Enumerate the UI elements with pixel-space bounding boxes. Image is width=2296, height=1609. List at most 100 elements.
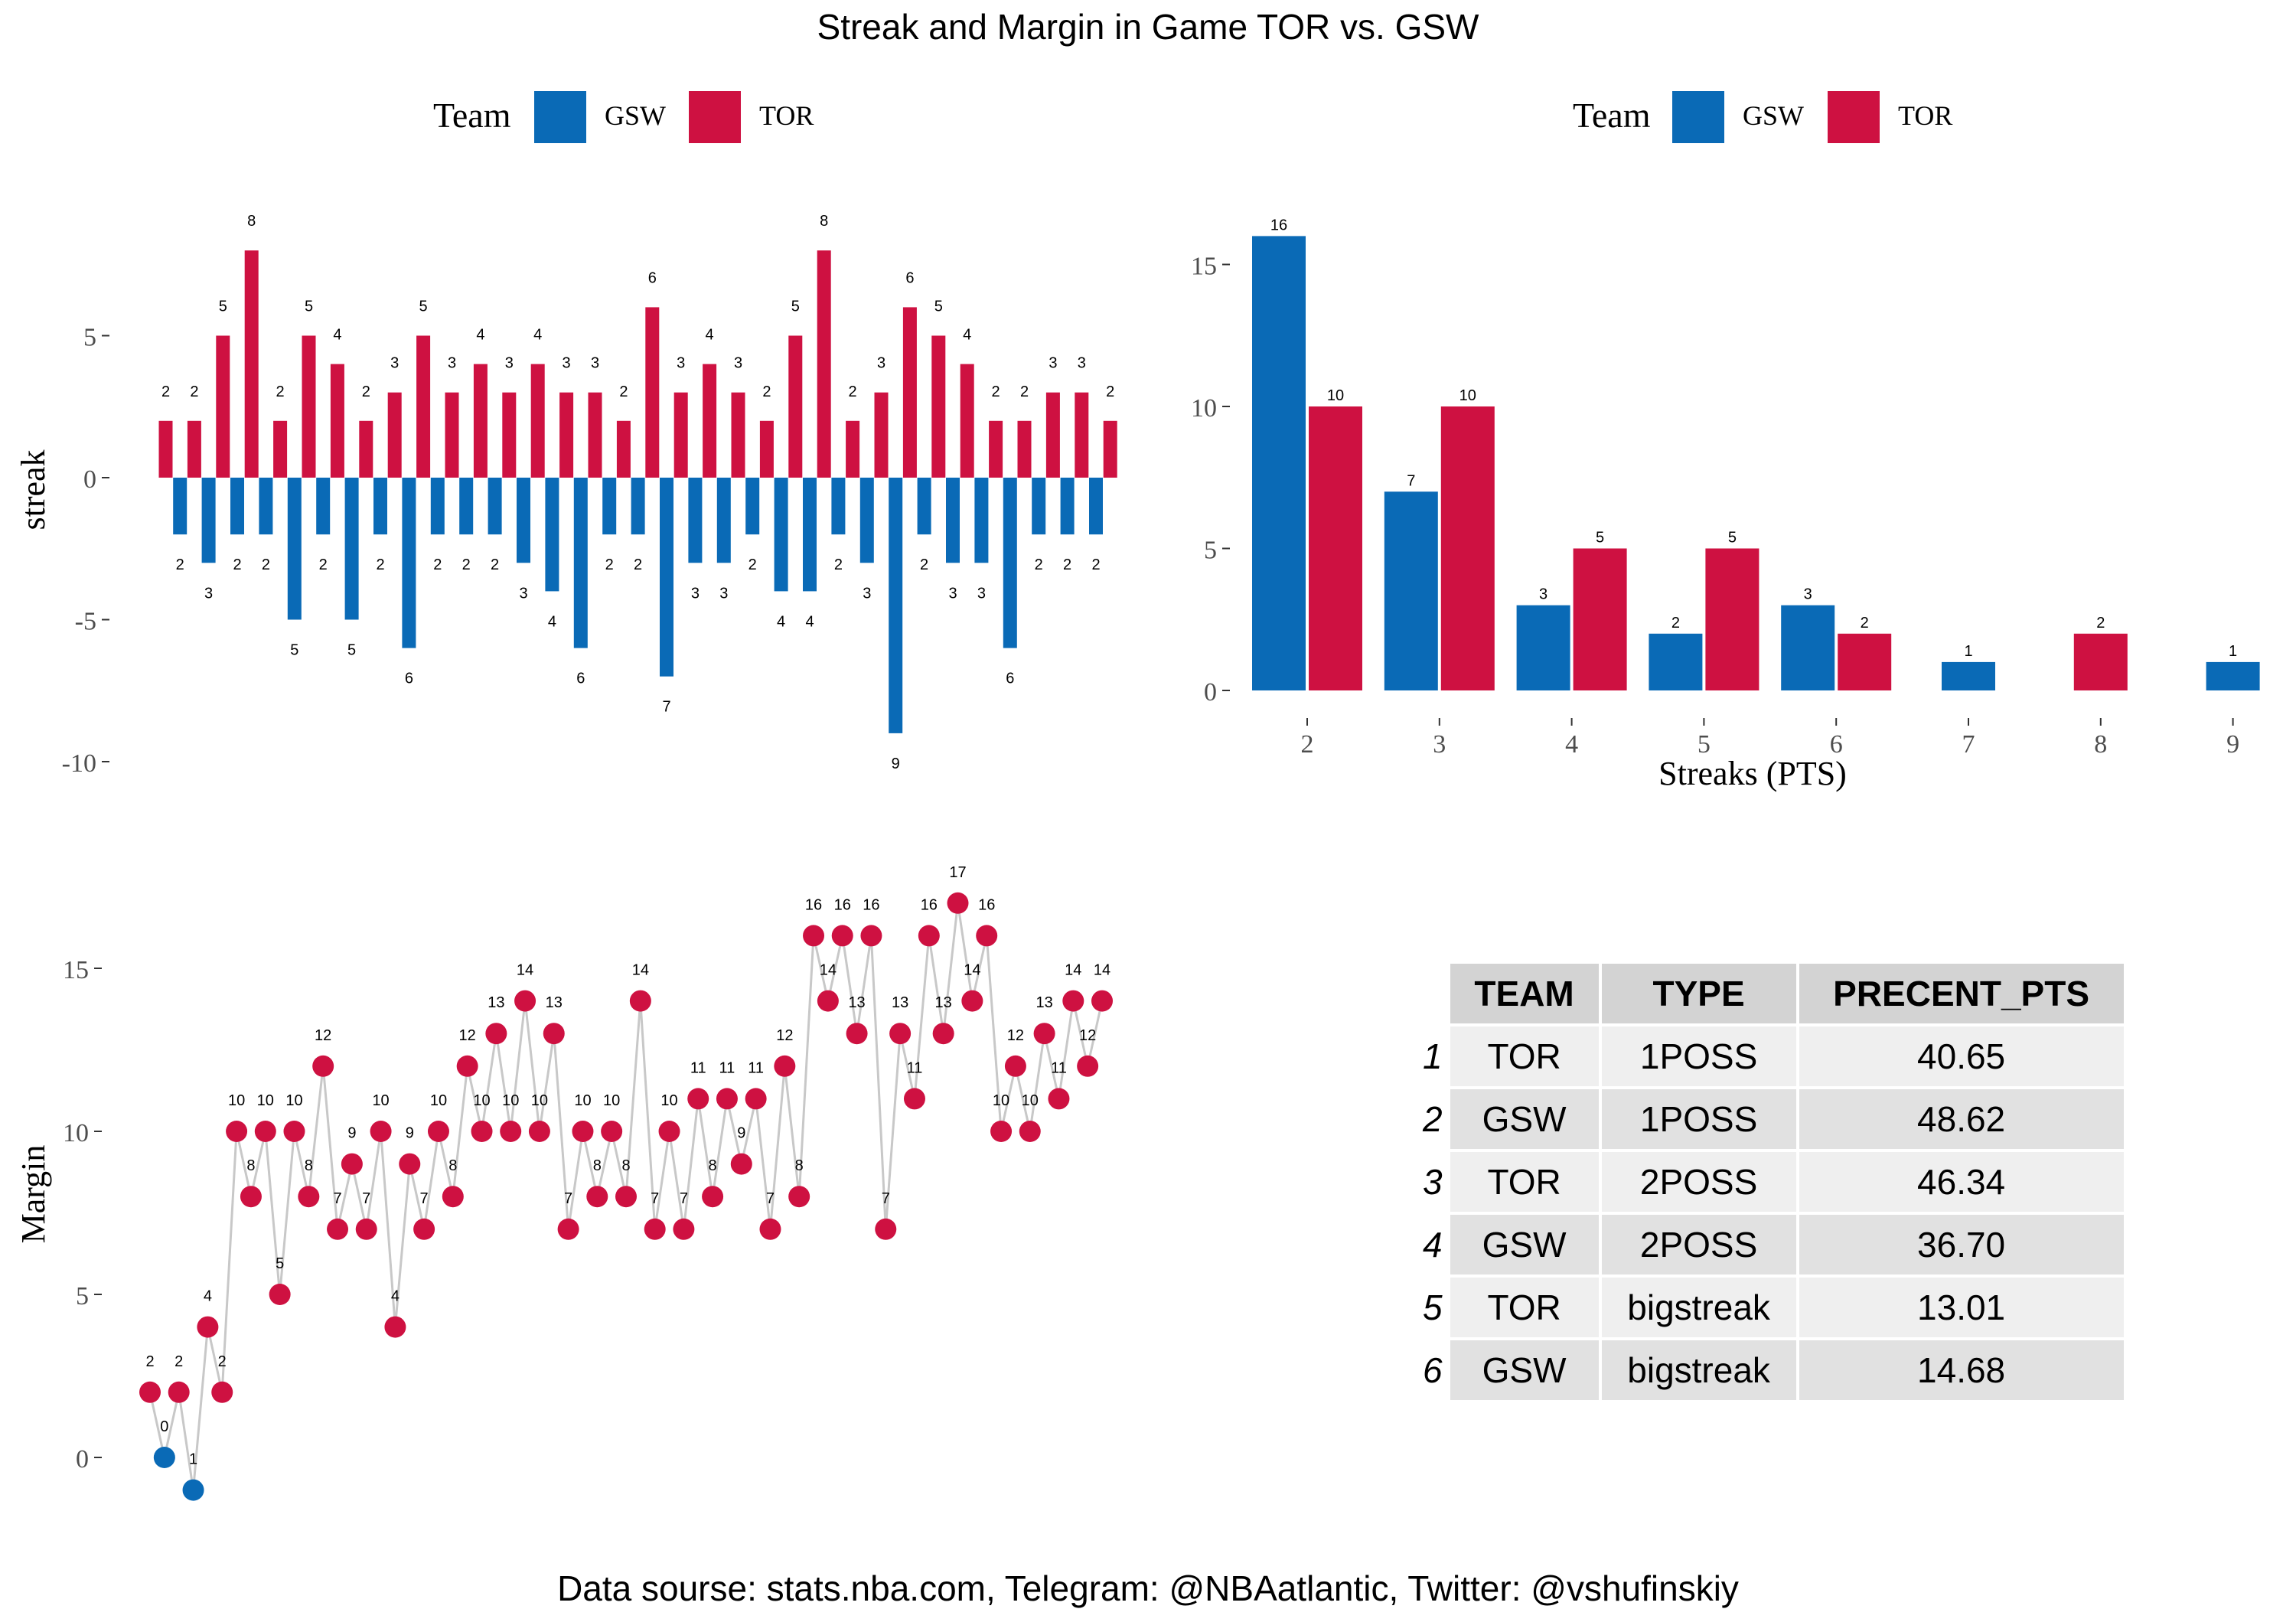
bar-value-label: 5 bbox=[290, 642, 298, 659]
point-value-label: 7 bbox=[564, 1190, 572, 1207]
bar-value-label: 2 bbox=[462, 556, 471, 573]
gsw-streak-bar bbox=[831, 478, 846, 535]
data-source-caption: Data sourse: stats.nba.com, Telegram: @N… bbox=[557, 1568, 1739, 1608]
gsw-streak-bar bbox=[660, 478, 673, 677]
tor-margin-point bbox=[456, 1055, 478, 1077]
gsw-streak-bar bbox=[344, 478, 359, 620]
point-value-label: 14 bbox=[820, 962, 837, 979]
y-tick-label: 15 bbox=[63, 956, 89, 984]
legend-label-gsw: GSW bbox=[1743, 100, 1804, 131]
point-value-label: 16 bbox=[978, 896, 995, 913]
tor-margin-point bbox=[543, 1023, 565, 1045]
bar-value-label: 2 bbox=[276, 383, 285, 400]
bar-value-label: 3 bbox=[591, 355, 599, 372]
tor-streak-bar bbox=[359, 420, 373, 478]
point-value-label: 10 bbox=[993, 1092, 1009, 1109]
tor-margin-point bbox=[572, 1121, 594, 1142]
gsw-streak-bar bbox=[545, 478, 559, 592]
bar-value-label: 2 bbox=[262, 556, 270, 573]
legend-key-tor bbox=[689, 91, 741, 143]
bar-value-label: 8 bbox=[820, 213, 828, 230]
bar-value-label: 6 bbox=[405, 671, 413, 687]
tor-margin-point bbox=[817, 990, 839, 1012]
bar-value-label: 2 bbox=[2096, 615, 2105, 632]
point-value-label: 14 bbox=[1065, 962, 1081, 979]
gsw-streak-bar bbox=[1060, 478, 1075, 535]
tor-streak-bar bbox=[387, 392, 402, 478]
gsw-streak-bar bbox=[889, 478, 903, 733]
point-value-label: 1 bbox=[189, 1451, 197, 1468]
legend-title: Team bbox=[433, 96, 511, 135]
y-tick-label: 5 bbox=[83, 324, 96, 352]
cell-precent-pts: 46.34 bbox=[1799, 1152, 2124, 1212]
row-number: 6 bbox=[1423, 1350, 1443, 1390]
point-value-label: 8 bbox=[448, 1157, 457, 1174]
bar-value-label: 3 bbox=[505, 355, 514, 372]
tor-margin-point bbox=[485, 1023, 507, 1045]
gsw-streak-count-bar bbox=[2206, 661, 2260, 690]
tor-streak-bar bbox=[559, 392, 574, 478]
gsw-streak-bar bbox=[573, 478, 588, 648]
bar-value-label: 8 bbox=[247, 213, 256, 230]
gsw-streak-bar bbox=[517, 478, 530, 563]
gsw-streak-bar bbox=[602, 478, 617, 535]
tor-streak-bar bbox=[960, 364, 974, 478]
bar-value-label: 6 bbox=[905, 269, 914, 286]
tor-streak-bar bbox=[158, 420, 173, 478]
bar-value-label: 4 bbox=[533, 327, 542, 344]
tor-margin-point bbox=[947, 892, 969, 914]
gsw-streak-bar bbox=[631, 478, 645, 535]
row-number: 3 bbox=[1423, 1162, 1443, 1202]
cell-team: GSW bbox=[1450, 1089, 1599, 1149]
point-value-label: 7 bbox=[420, 1190, 429, 1207]
x-tick-label: 9 bbox=[2226, 730, 2239, 759]
y-tick-label: -10 bbox=[62, 749, 96, 778]
bar-value-label: 2 bbox=[176, 556, 184, 573]
point-value-label: 10 bbox=[473, 1092, 490, 1109]
point-value-label: 12 bbox=[459, 1027, 476, 1044]
point-value-label: 13 bbox=[892, 994, 908, 1011]
point-value-label: 8 bbox=[709, 1157, 717, 1174]
tor-streak-bar bbox=[216, 335, 230, 478]
gsw-streak-bar bbox=[316, 478, 331, 535]
point-value-label: 10 bbox=[228, 1092, 245, 1109]
bar-value-label: 3 bbox=[719, 585, 728, 602]
table-row: 4 GSW 2POSS 36.70 bbox=[1423, 1215, 2124, 1274]
bar-value-label: 3 bbox=[877, 355, 885, 372]
point-value-label: 10 bbox=[574, 1092, 591, 1109]
tor-streak-bar bbox=[187, 420, 201, 478]
legend-label-tor: TOR bbox=[759, 100, 814, 131]
tor-margin-point bbox=[413, 1218, 435, 1240]
tor-streak-bar bbox=[273, 420, 288, 478]
y-tick-label: 0 bbox=[76, 1445, 89, 1474]
tor-margin-point bbox=[370, 1121, 392, 1142]
point-value-label: 10 bbox=[257, 1092, 274, 1109]
tor-streak-bar bbox=[473, 364, 488, 478]
column-header-precent-pts: PRECENT_PTS bbox=[1799, 964, 2124, 1023]
x-tick-label: 7 bbox=[1962, 730, 1975, 759]
gsw-streak-bar bbox=[946, 478, 960, 563]
column-header-type: TYPE bbox=[1601, 964, 1796, 1023]
tor-margin-point bbox=[990, 1121, 1013, 1142]
point-value-label: 14 bbox=[964, 962, 980, 979]
gsw-streak-bar bbox=[173, 478, 188, 535]
bar-value-label: 9 bbox=[892, 756, 900, 772]
tor-streak-bar bbox=[817, 250, 831, 478]
point-value-label: 8 bbox=[305, 1157, 313, 1174]
legend-streaks-histogram: Team GSW TOR bbox=[1573, 91, 1952, 143]
row-number: 2 bbox=[1423, 1099, 1443, 1139]
point-value-label: 13 bbox=[1035, 994, 1052, 1011]
y-tick-label: 15 bbox=[1191, 253, 1217, 281]
bar-value-label: 3 bbox=[691, 585, 700, 602]
bar-value-label: 3 bbox=[204, 585, 213, 602]
tor-streak-bar bbox=[902, 307, 917, 478]
tor-margin-point bbox=[197, 1316, 219, 1338]
x-tick-label: 5 bbox=[1698, 730, 1711, 759]
gsw-streak-bar bbox=[803, 478, 817, 592]
bar-value-label: 2 bbox=[1035, 556, 1043, 573]
point-value-label: 16 bbox=[805, 896, 822, 913]
bar-value-label: 5 bbox=[1596, 530, 1604, 547]
gsw-streak-count-bar bbox=[1781, 605, 1835, 690]
point-value-label: 8 bbox=[593, 1157, 602, 1174]
tor-margin-point bbox=[1033, 1023, 1055, 1045]
